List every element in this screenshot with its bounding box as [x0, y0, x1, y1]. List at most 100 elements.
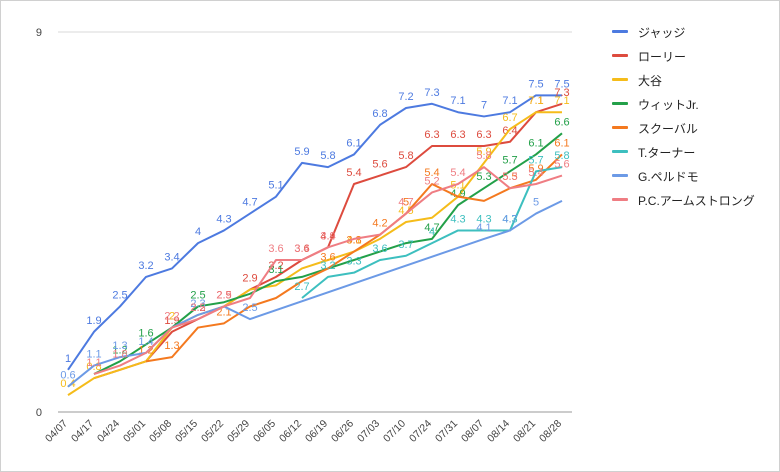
y-tick-label: 0 — [36, 407, 42, 419]
legend-label: T.ターナー — [638, 146, 696, 160]
data-label: 3.4 — [294, 243, 309, 255]
data-label: 4 — [195, 226, 201, 238]
data-label: 2.9 — [242, 273, 257, 285]
data-label: 4.7 — [424, 222, 439, 234]
data-label: 5.8 — [398, 150, 413, 162]
data-label: 3.2 — [138, 260, 153, 272]
x-tick-label: 05/22 — [199, 418, 226, 445]
data-label: 5.3 — [502, 171, 517, 183]
x-tick-label: 05/15 — [173, 418, 200, 445]
series-line — [301, 166, 563, 299]
data-label: 2.5 — [112, 289, 127, 301]
data-label: 5.4 — [528, 167, 543, 179]
data-label: 1.3 — [164, 340, 179, 352]
data-label: 4.7 — [398, 197, 413, 209]
legend-item: T.ターナー — [612, 142, 777, 166]
x-tick-label: 06/19 — [303, 418, 330, 445]
x-tick-label: 07/03 — [355, 418, 382, 445]
legend-swatch — [612, 198, 628, 201]
data-label: 4.1 — [476, 222, 491, 234]
data-label: 3.2 — [268, 260, 283, 272]
legend-label: ローリー — [638, 50, 687, 64]
x-tick-label: 04/07 — [43, 418, 70, 445]
data-label: 4.7 — [502, 213, 517, 225]
data-label: 5.6 — [372, 159, 387, 171]
data-label: 7 — [481, 99, 487, 111]
x-tick-label: 08/07 — [459, 418, 486, 445]
data-label: 2.9 — [216, 289, 231, 301]
data-label: 5 — [403, 197, 409, 209]
data-label: 6.6 — [554, 116, 569, 128]
legend-swatch — [612, 126, 628, 129]
data-label: 3.6 — [320, 251, 335, 263]
data-label: 4.3 — [502, 213, 517, 225]
data-label: 4 — [429, 226, 435, 238]
x-tick-label: 07/10 — [381, 418, 408, 445]
data-label: 7.5 — [554, 78, 569, 90]
legend-item: ウィットJr. — [612, 94, 777, 118]
data-label: 7.5 — [528, 78, 543, 90]
legend-label: ウィットJr. — [638, 98, 699, 112]
data-label: 1.4 — [138, 336, 153, 348]
data-label: 1.1 — [86, 357, 101, 369]
legend-swatch — [612, 78, 628, 81]
data-label: 7.3 — [554, 87, 569, 99]
legend-swatch — [612, 102, 628, 105]
x-tick-label: 06/26 — [329, 418, 356, 445]
data-label: 6.3 — [424, 129, 439, 141]
data-label: 6.1 — [346, 137, 361, 149]
data-label: 3.7 — [398, 239, 413, 251]
data-label: 0.4 — [60, 378, 75, 390]
data-label: 6.3 — [476, 129, 491, 141]
data-label: 5.4 — [450, 167, 465, 179]
data-label: 5.7 — [528, 154, 543, 166]
data-label: 2.3 — [190, 298, 205, 310]
data-label: 5.1 — [268, 180, 283, 192]
data-label: 5.8 — [554, 150, 569, 162]
data-label: 1.1 — [86, 349, 101, 361]
data-label: 3.9 — [320, 230, 335, 242]
x-tick-label: 07/24 — [407, 418, 434, 445]
data-label: 6.3 — [450, 129, 465, 141]
data-label: 4.3 — [216, 213, 231, 225]
data-label: 5.6 — [554, 159, 569, 171]
x-tick-label: 07/31 — [433, 418, 460, 445]
data-label: 2.5 — [190, 302, 205, 314]
x-tick-label: 05/08 — [147, 418, 174, 445]
data-label: 6.1 — [528, 137, 543, 149]
data-label: 1.2 — [112, 344, 127, 356]
data-label: 5 — [533, 197, 539, 209]
data-label: 7.1 — [554, 95, 569, 107]
data-label: 0.6 — [60, 370, 75, 382]
data-label: 5.8 — [320, 150, 335, 162]
data-label: 1.8 — [112, 349, 127, 361]
legend-swatch — [612, 54, 628, 57]
legend-swatch — [612, 150, 628, 153]
data-label: 5.3 — [476, 171, 491, 183]
data-label: 2.5 — [190, 289, 205, 301]
x-tick-label: 08/14 — [485, 418, 512, 445]
data-label: 3.6 — [294, 243, 309, 255]
data-label: 1 — [65, 353, 71, 365]
legend-item: G.ペルドモ — [612, 166, 777, 190]
x-tick-label: 04/24 — [95, 418, 122, 445]
data-label: 2 — [169, 311, 175, 323]
data-label: 7.1 — [450, 95, 465, 107]
series-line — [67, 199, 563, 388]
data-label: 4.4 — [320, 230, 335, 242]
x-tick-label: 06/05 — [251, 418, 278, 445]
data-label: 7.2 — [398, 91, 413, 103]
legend-label: スクーバル — [638, 122, 698, 136]
data-label: 3.4 — [164, 251, 179, 263]
data-label: 5.5 — [502, 171, 517, 183]
data-label: 7.1 — [528, 95, 543, 107]
data-label: 4.3 — [476, 213, 491, 225]
legend-item: P.C.アームストロング — [612, 190, 777, 214]
legend: ジャッジ ローリー 大谷 ウィットJr. スクーバル T.ターナー G.ペルドモ P.C.アー… — [612, 22, 777, 214]
data-label: 3.3 — [346, 256, 361, 268]
data-label: 3.6 — [268, 243, 283, 255]
data-label: 5.4 — [346, 167, 361, 179]
data-label: 5.4 — [424, 167, 439, 179]
data-label: 1.3 — [112, 340, 127, 352]
